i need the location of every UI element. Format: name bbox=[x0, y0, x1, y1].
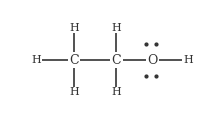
Text: O: O bbox=[147, 54, 157, 66]
Text: H: H bbox=[112, 23, 121, 33]
Text: H: H bbox=[183, 55, 193, 65]
Text: C: C bbox=[112, 54, 121, 66]
Text: C: C bbox=[69, 54, 79, 66]
Text: H: H bbox=[69, 23, 79, 33]
Text: H: H bbox=[112, 87, 121, 97]
Text: H: H bbox=[69, 87, 79, 97]
Text: H: H bbox=[31, 55, 41, 65]
